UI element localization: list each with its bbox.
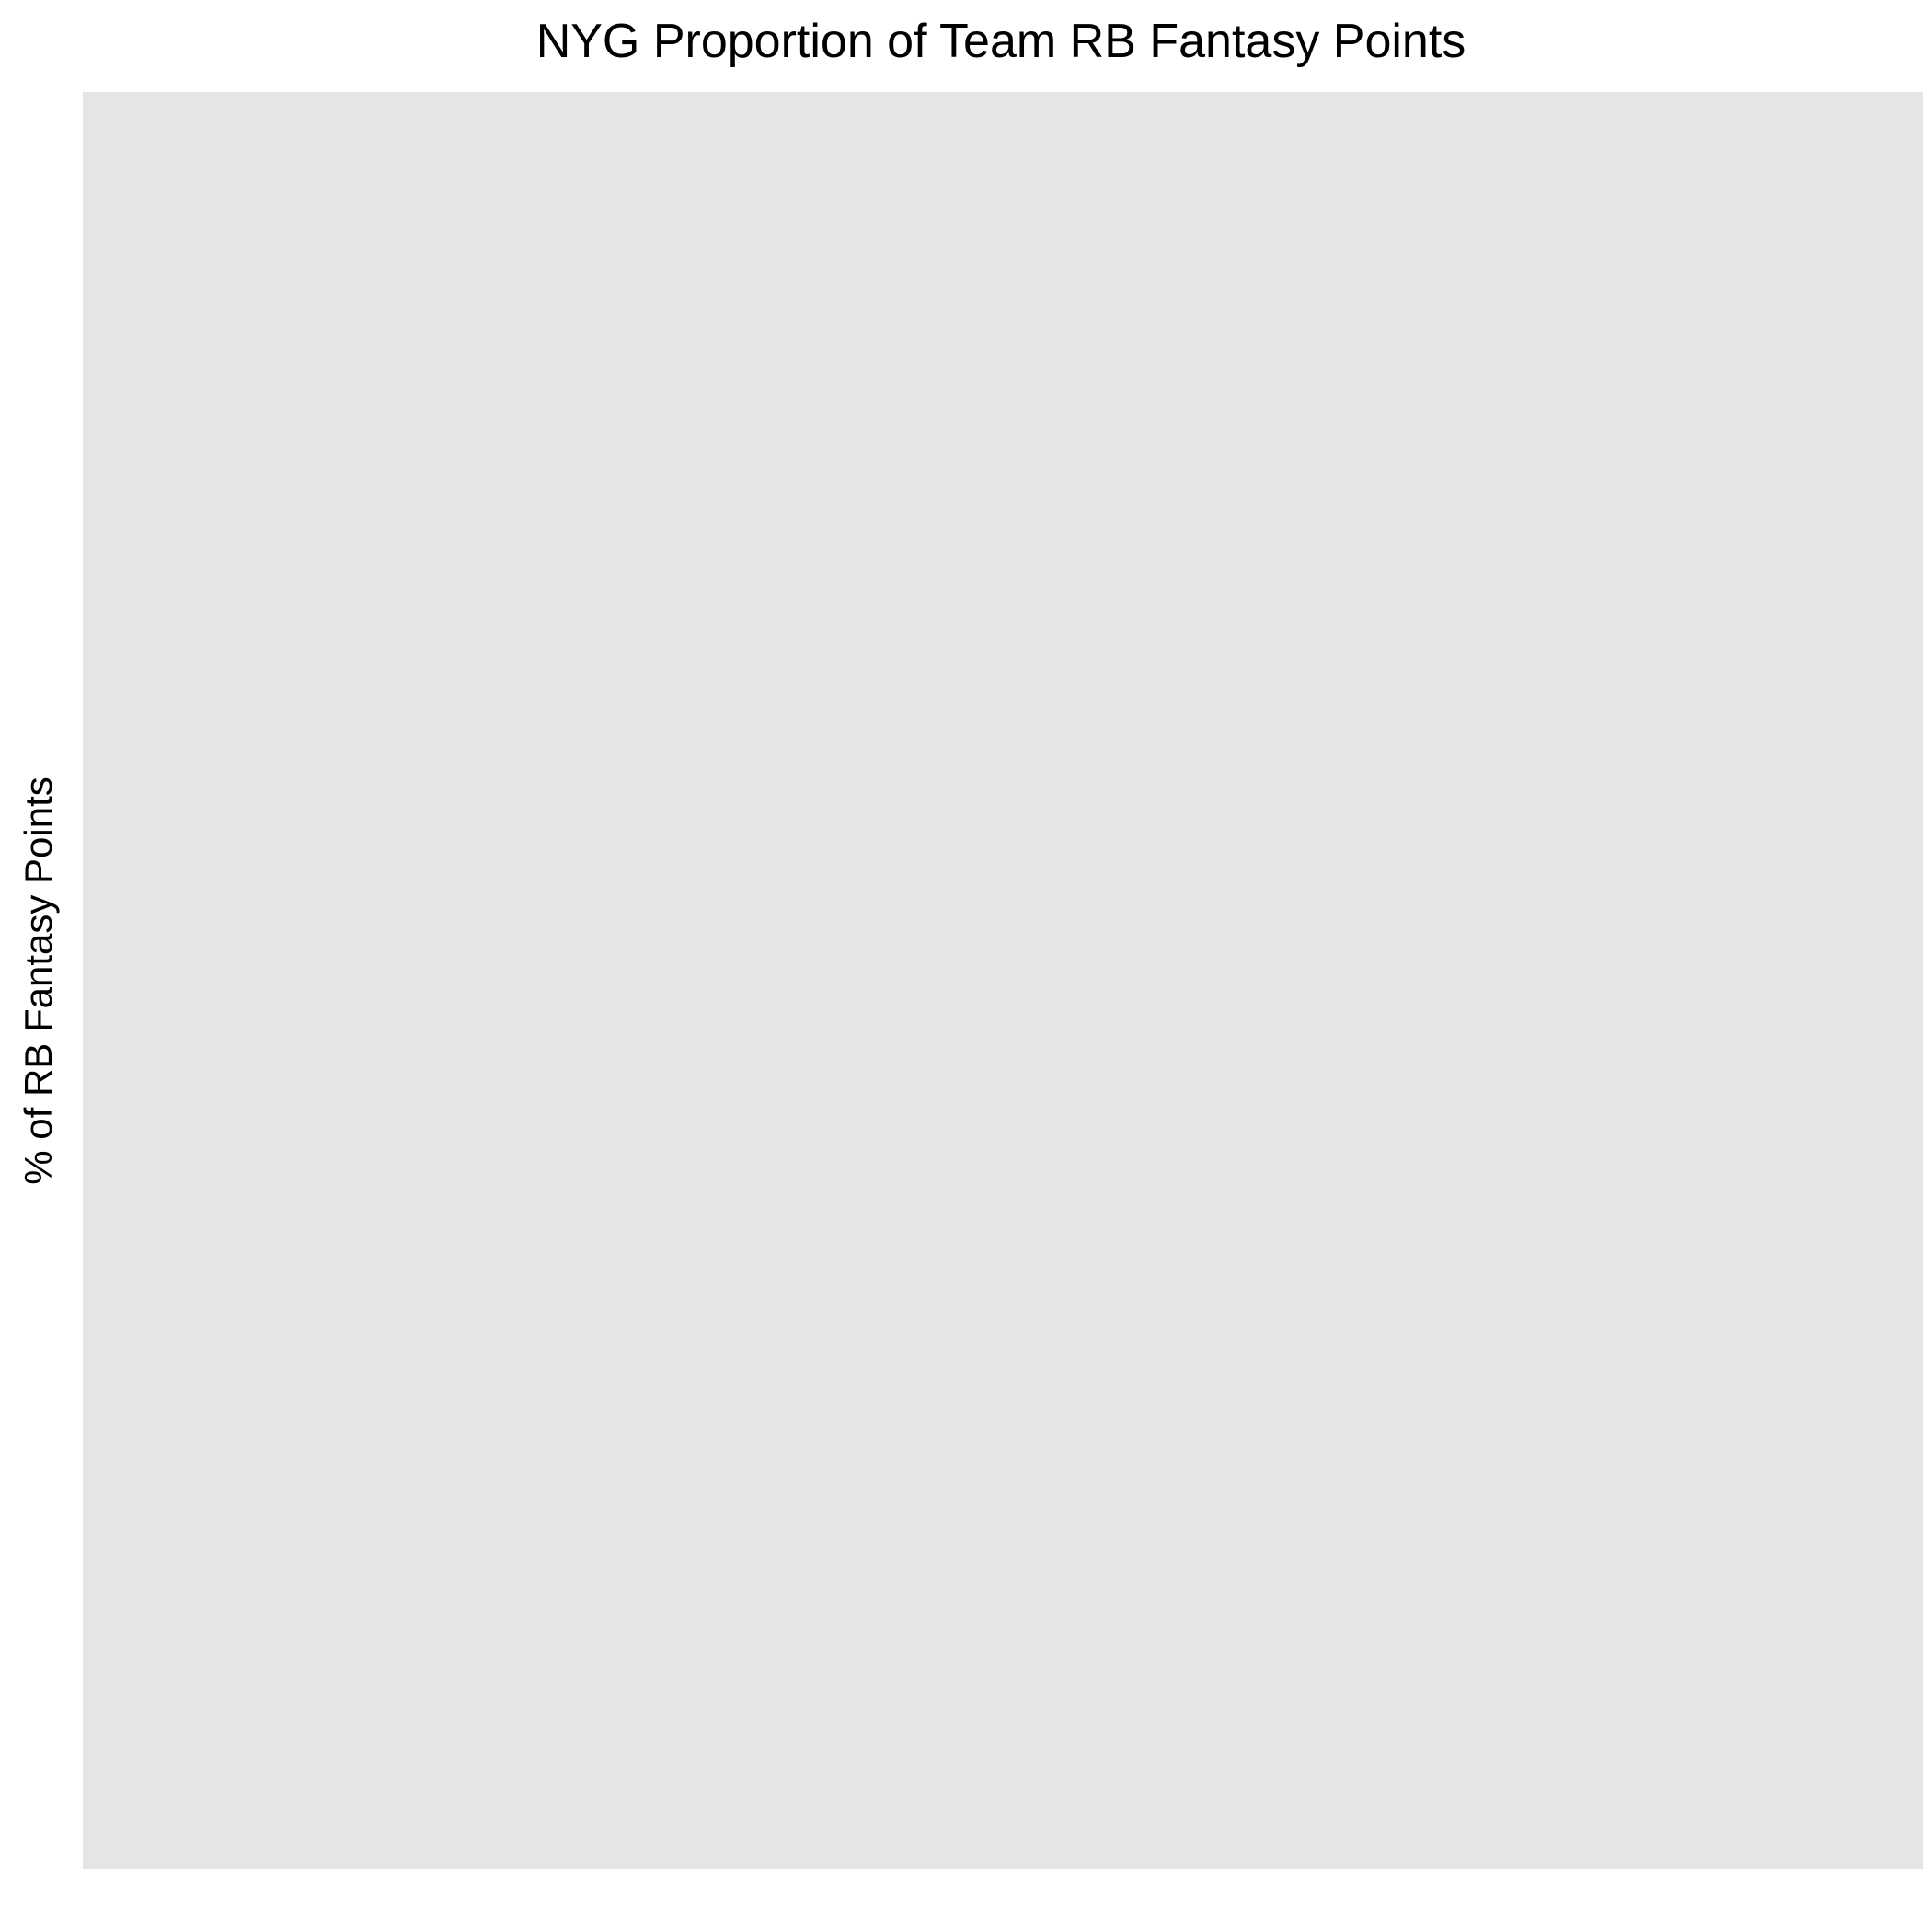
y-axis-label: % of RB Fantasy Points [17, 776, 60, 1185]
plot-panel [83, 92, 1923, 1869]
chart-title: NYG Proportion of Team RB Fantasy Points [536, 15, 1466, 68]
